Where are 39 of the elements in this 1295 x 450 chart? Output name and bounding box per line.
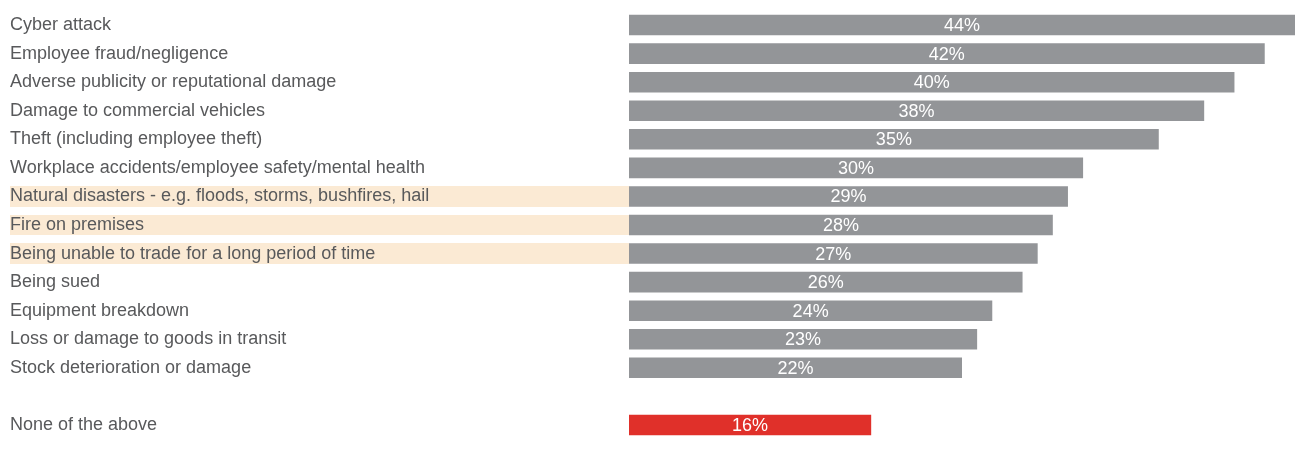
data-label: 24% [792,300,829,321]
y-tick-label: Fire on premises [10,213,145,234]
bar [629,271,1023,293]
bar [629,71,1235,93]
data-label: 42% [928,43,965,64]
data-label: 30% [838,157,875,178]
bar [629,328,978,350]
data-label: 35% [875,129,912,150]
y-tick-label: Workplace accidents/employee safety/mental health [10,156,425,177]
data-label: 26% [807,272,844,293]
bar [629,129,1159,150]
y-tick-label: Loss or damage to goods in transit [10,328,287,349]
bar [629,357,962,379]
bar [629,100,1205,122]
y-tick-label: Employee fraud/negligence [10,42,229,63]
y-tick-label: Being unable to trade for a long period of time [10,242,376,263]
y-tick-label: None of the above [10,413,158,434]
y-tick-label: Being sued [10,271,101,292]
data-label: 44% [943,15,981,36]
y-tick-label: Stock deterioration or damage [10,356,252,377]
bar [629,157,1084,179]
y-tick-label: Equipment breakdown [10,299,190,320]
data-label: 40% [913,72,950,93]
data-label: 29% [830,186,867,207]
data-label: 28% [822,214,859,235]
y-tick-label: Natural disasters - e.g. floods, storms, bushfires, hail [10,185,430,206]
y-tick-label: Theft (including employee theft) [10,128,263,149]
bar [629,43,1265,64]
y-tick-label: Cyber attack [10,14,113,35]
bar [629,300,993,321]
data-label: 38% [898,100,935,121]
data-label: 23% [785,329,822,350]
data-label: 22% [777,357,814,378]
data-label: 27% [815,243,852,264]
y-tick-label: Adverse publicity or reputational damage [10,71,337,92]
bar [629,414,872,436]
data-label: 16% [732,414,769,435]
bar [629,14,1295,36]
y-tick-label: Damage to commercial vehicles [10,99,266,120]
